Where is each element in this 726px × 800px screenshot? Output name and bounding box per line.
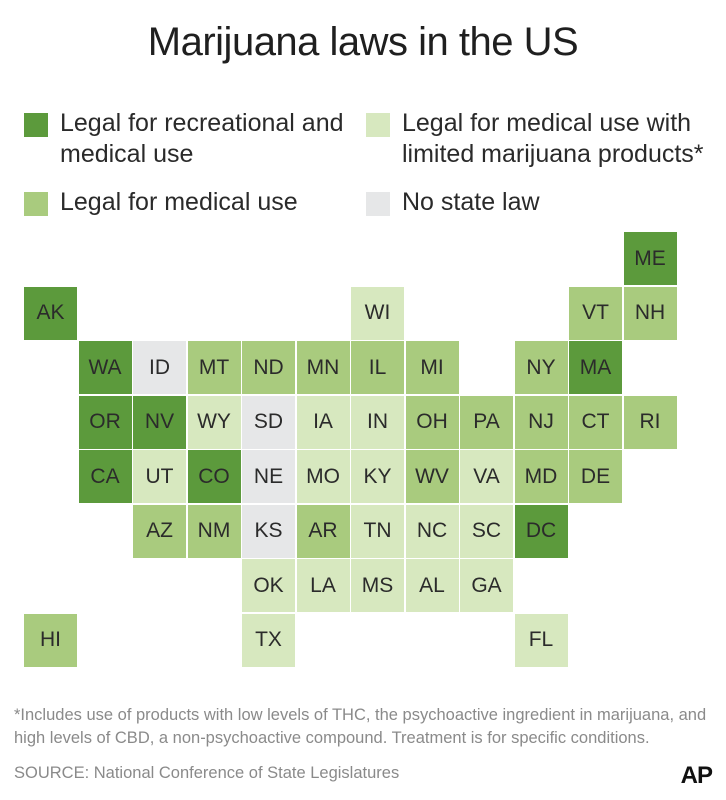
state-tile-co: CO: [188, 450, 241, 503]
legend-swatch-medical: [24, 192, 48, 216]
state-tile-mt: MT: [188, 341, 241, 394]
state-tile-mi: MI: [406, 341, 459, 394]
state-tile-al: AL: [406, 559, 459, 612]
state-tile-de: DE: [569, 450, 622, 503]
state-tile-sc: SC: [460, 505, 513, 558]
state-tile-me: ME: [624, 232, 677, 285]
state-tile-wv: WV: [406, 450, 459, 503]
state-tile-mn: MN: [297, 341, 350, 394]
state-tile-pa: PA: [460, 396, 513, 449]
state-tile-az: AZ: [133, 505, 186, 558]
source-credit: SOURCE: National Conference of State Leg…: [14, 764, 399, 783]
state-tile-fl: FL: [515, 614, 568, 667]
legend-item-recreational: Legal for recreational and medical use: [24, 108, 354, 170]
state-tile-ca: CA: [79, 450, 132, 503]
state-tile-tx: TX: [242, 614, 295, 667]
state-tile-dc: DC: [515, 505, 568, 558]
state-tile-ia: IA: [297, 396, 350, 449]
state-tile-ma: MA: [569, 341, 622, 394]
state-tile-vt: VT: [569, 287, 622, 340]
state-tile-wi: WI: [351, 287, 404, 340]
state-tile-in: IN: [351, 396, 404, 449]
state-tile-hi: HI: [24, 614, 77, 667]
state-tile-ak: AK: [24, 287, 77, 340]
state-tile-va: VA: [460, 450, 513, 503]
state-tile-ks: KS: [242, 505, 295, 558]
legend-label-limited: Legal for medical use with limited marij…: [402, 108, 716, 170]
state-tile-md: MD: [515, 450, 568, 503]
state-tile-nm: NM: [188, 505, 241, 558]
state-tile-ar: AR: [297, 505, 350, 558]
state-tile-ct: CT: [569, 396, 622, 449]
state-tile-nc: NC: [406, 505, 459, 558]
state-tile-mo: MO: [297, 450, 350, 503]
state-tile-nj: NJ: [515, 396, 568, 449]
state-tile-ny: NY: [515, 341, 568, 394]
state-tile-la: LA: [297, 559, 350, 612]
legend-swatch-no-law: [366, 192, 390, 216]
legend-label-no-law: No state law: [402, 187, 540, 218]
state-tile-nh: NH: [624, 287, 677, 340]
state-tile-nd: ND: [242, 341, 295, 394]
state-tile-nv: NV: [133, 396, 186, 449]
legend-item-limited: Legal for medical use with limited marij…: [366, 108, 716, 170]
state-tile-ok: OK: [242, 559, 295, 612]
state-tile-ga: GA: [460, 559, 513, 612]
state-tile-ut: UT: [133, 450, 186, 503]
state-tile-ne: NE: [242, 450, 295, 503]
state-tile-ky: KY: [351, 450, 404, 503]
state-tile-wy: WY: [188, 396, 241, 449]
legend-item-medical: Legal for medical use: [24, 187, 354, 218]
ap-logo: AP: [681, 762, 712, 790]
state-tile-oh: OH: [406, 396, 459, 449]
legend-swatch-limited: [366, 113, 390, 137]
state-tile-or: OR: [79, 396, 132, 449]
state-tile-wa: WA: [79, 341, 132, 394]
state-tile-sd: SD: [242, 396, 295, 449]
footnote: *Includes use of products with low level…: [14, 704, 714, 750]
state-tile-ms: MS: [351, 559, 404, 612]
legend-label-recreational: Legal for recreational and medical use: [60, 108, 354, 170]
state-tile-il: IL: [351, 341, 404, 394]
state-tile-ri: RI: [624, 396, 677, 449]
legend-swatch-recreational: [24, 113, 48, 137]
state-tile-id: ID: [133, 341, 186, 394]
legend-item-no-law: No state law: [366, 187, 696, 218]
legend-label-medical: Legal for medical use: [60, 187, 298, 218]
map-title: Marijuana laws in the US: [0, 20, 726, 65]
state-tile-tn: TN: [351, 505, 404, 558]
